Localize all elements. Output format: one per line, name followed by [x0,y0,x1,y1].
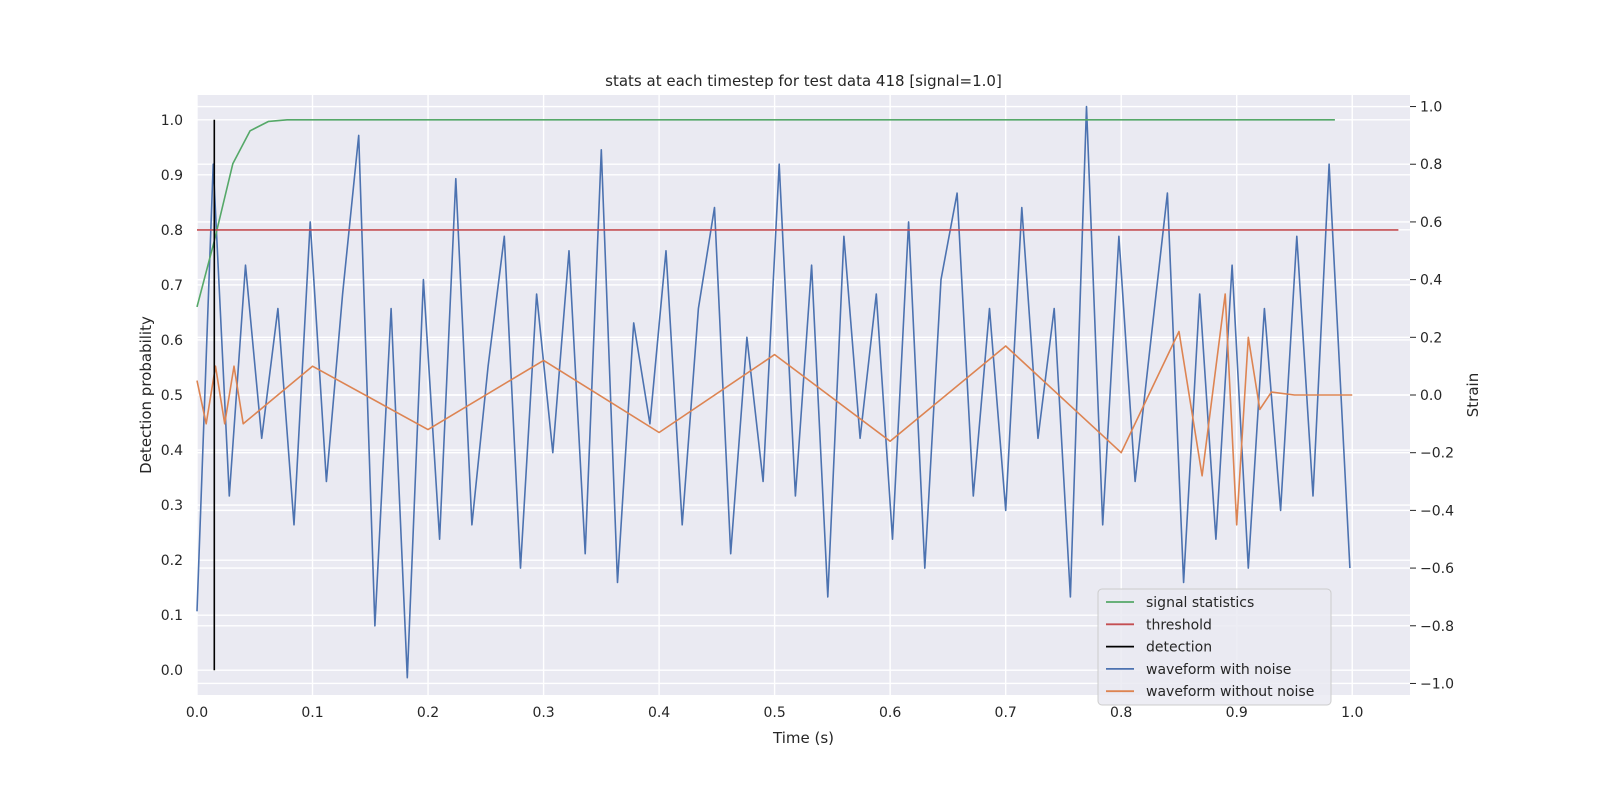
x-tick-label: 0.9 [1226,705,1248,721]
y2-tick-label: 0.2 [1420,330,1442,346]
y-tick-label: 0.0 [161,663,183,679]
y-tick-label: 0.2 [161,553,183,569]
legend-label: waveform with noise [1146,662,1291,678]
x-tick-label: 0.6 [879,705,901,721]
x-axis-label: Time (s) [772,729,834,747]
y-tick-label: 0.1 [161,608,183,624]
x-tick-label: 0.0 [186,705,208,721]
y-tick-label: 0.7 [161,278,183,294]
y2-tick-label: 1.0 [1420,100,1442,116]
y2-tick-label: 0.4 [1420,273,1442,289]
legend-label: waveform without noise [1146,684,1314,700]
x-tick-label: 0.1 [301,705,323,721]
legend-box [1097,588,1332,706]
x-tick-label: 0.8 [1110,705,1132,721]
x-tick-label: 1.0 [1341,705,1363,721]
series-layer [196,105,1399,679]
y-tick-label: 0.3 [161,498,183,514]
series-waveform-with-noise [196,105,1351,679]
y2-tick-label: −0.8 [1420,619,1454,635]
ticks: 0.0 0.1 0.2 0.3 0.4 0.5 0.6 0.7 0.8 0.9 1.0 0.0 0.1 0… [161,100,1454,721]
x-tick-label: 0.5 [763,705,785,721]
legend-label: threshold [1146,617,1212,633]
series-signal-statistics [196,119,1335,308]
legend-label: signal statistics [1146,595,1254,611]
y-tick-label: 0.8 [161,223,183,239]
x-tick-label: 0.7 [995,705,1017,721]
y2-tick-label: 0.0 [1420,388,1442,404]
y2-tick-label: −1.0 [1420,676,1454,692]
series-waveform-without-noise [196,293,1353,526]
y2-tick-label: 0.6 [1420,215,1442,231]
x-tick-label: 0.2 [417,705,439,721]
y2-tick-label: −0.4 [1420,503,1454,519]
legend-label: detection [1146,640,1212,656]
y2-tick-label: 0.8 [1420,157,1442,173]
y2-tick-label: −0.6 [1420,561,1454,577]
y2-axis-label: Strain [1464,373,1482,417]
x-tick-label: 0.3 [532,705,554,721]
y-tick-label: 1.0 [161,113,183,129]
legend: signal statistics threshold detection wavef… [1097,588,1332,706]
chart-title: stats at each timestep for test data 418… [605,72,1002,90]
y-tick-label: 0.9 [161,168,183,184]
y-tick-label: 0.5 [161,388,183,404]
y-tick-label: 0.6 [161,333,183,349]
x-tick-label: 0.4 [648,705,670,721]
y2-tick-label: −0.2 [1420,446,1454,462]
y-tick-label: 0.4 [161,443,183,459]
y-axis-label: Detection probability [137,316,155,474]
